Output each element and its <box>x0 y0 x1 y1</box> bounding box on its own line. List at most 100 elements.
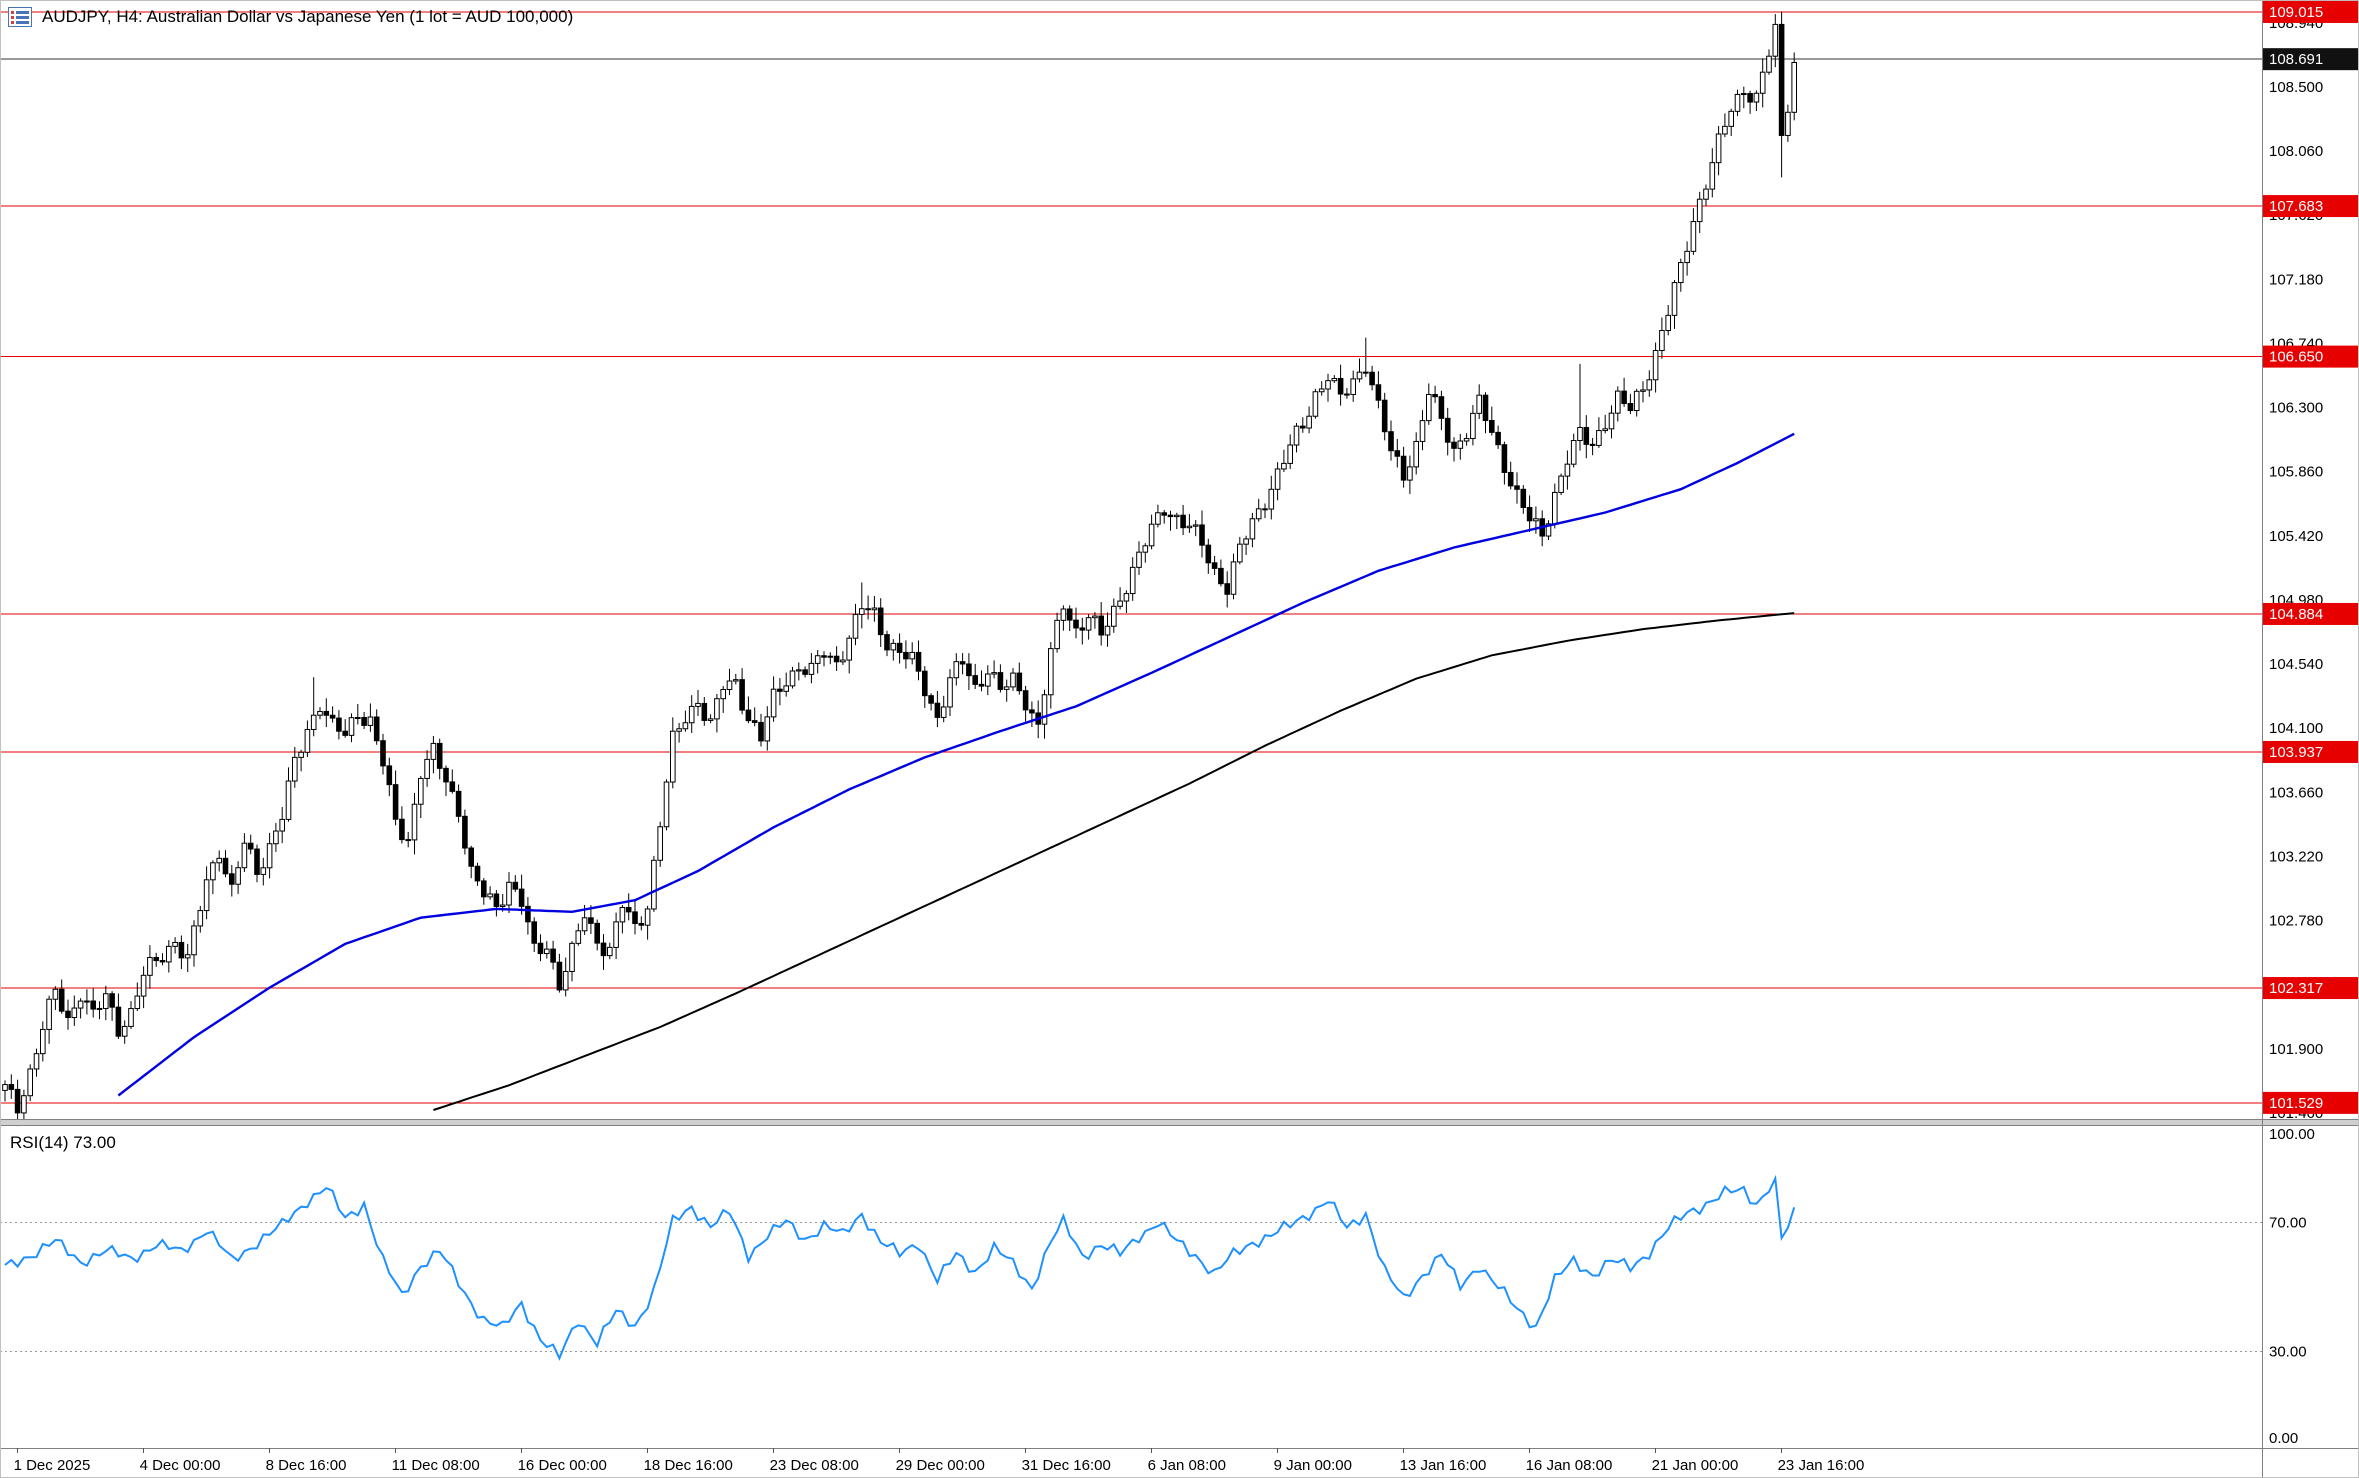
rsi-scale-label: 70.00 <box>2269 1215 2307 1232</box>
candle-body-bullish <box>1703 188 1709 200</box>
candle-body-bearish <box>758 721 764 742</box>
candle-body-bullish <box>1659 330 1665 351</box>
candle-body-bullish <box>1237 543 1243 563</box>
time-label: 18 Dec 16:00 <box>644 1457 733 1474</box>
candle-body-bearish <box>90 1000 97 1010</box>
candle-body-bullish <box>1104 625 1111 636</box>
candle-body-bullish <box>1117 600 1123 607</box>
candle-body-bullish <box>2 1084 8 1091</box>
candle-body-bullish <box>670 730 676 783</box>
candle-body-bullish <box>1715 133 1722 164</box>
candle-body-bullish <box>1312 391 1319 417</box>
candle-body-bullish <box>619 907 626 923</box>
candle-body-bearish <box>903 651 909 660</box>
candle-body-bearish <box>405 839 411 842</box>
candle-body-bearish <box>1098 615 1105 636</box>
candle-body-bearish <box>247 842 254 850</box>
candle-body-bullish <box>1545 523 1552 537</box>
candle-body-bullish <box>789 670 796 687</box>
candle-body-bullish <box>279 818 285 832</box>
rsi-scale-label: 30.00 <box>2269 1343 2307 1360</box>
candle-body-bearish <box>481 880 487 898</box>
candle-body-bearish <box>336 717 342 732</box>
candle-body-bullish <box>663 781 670 828</box>
level-price-badge-bg <box>2263 1091 2358 1114</box>
candle-body-bearish <box>229 873 235 885</box>
candle-body-bullish <box>147 957 153 976</box>
candle-body-bullish <box>1243 538 1249 545</box>
candle-body-bullish <box>1085 617 1092 631</box>
level-price-badge-bg <box>2263 977 2358 1000</box>
candle-body-bullish <box>292 756 298 782</box>
candle-body-bearish <box>978 683 985 687</box>
bid-price-badge: 108.691 <box>2263 48 2358 71</box>
candle-body-bullish <box>1596 430 1602 446</box>
candle-body-bearish <box>525 905 531 923</box>
candle-body-bullish <box>1325 380 1331 390</box>
candle-body-bullish <box>1092 615 1098 619</box>
level-price-badge-bg <box>2263 195 2358 218</box>
candle-body-bearish <box>922 670 928 697</box>
candle-body-bearish <box>1400 455 1407 481</box>
candle-body-bullish <box>1696 198 1703 223</box>
candle-body-bullish <box>909 651 916 660</box>
candle-body-bullish <box>285 780 292 820</box>
level-price-badge-bg <box>2263 740 2358 763</box>
candle-body-bearish <box>109 993 115 1008</box>
price-tick-label: 104.100 <box>2269 720 2323 737</box>
candle-body-bearish <box>1073 619 1079 629</box>
candle-body-bullish <box>783 685 790 692</box>
candle-body-bullish <box>1054 619 1060 650</box>
candle-body-bullish <box>1665 314 1672 332</box>
time-label: 16 Dec 00:00 <box>518 1457 607 1474</box>
candle-body-bullish <box>1407 466 1413 481</box>
candle-body-bullish <box>33 1053 40 1070</box>
candle-body-bearish <box>468 847 474 867</box>
candle-body-bullish <box>991 672 997 675</box>
candle-body-bearish <box>1224 583 1231 595</box>
candle-body-bullish <box>46 998 52 1030</box>
candle-body-bullish <box>1123 593 1130 602</box>
time-label: 23 Dec 08:00 <box>770 1457 859 1474</box>
candle-body-bearish <box>115 1006 122 1037</box>
rsi-pane[interactable] <box>0 1126 2262 1448</box>
main-chart-pane[interactable] <box>0 0 2262 1119</box>
candle-body-bullish <box>197 910 204 927</box>
candle-body-bullish <box>1652 349 1659 381</box>
candle-body-bullish <box>985 673 991 687</box>
candle-body-bullish <box>418 777 424 805</box>
panel-separator[interactable] <box>0 1119 2359 1126</box>
slow-ma-line <box>433 612 1795 1111</box>
candle-body-bullish <box>1772 23 1779 57</box>
candle-body-bullish <box>191 925 197 956</box>
candle-body-bearish <box>493 893 500 907</box>
candle-body-bullish <box>1728 110 1735 127</box>
level-price-badge-bg <box>2263 0 2358 23</box>
candle-body-bullish <box>134 995 141 1010</box>
candle-body-bearish <box>972 675 979 685</box>
candle-body-bullish <box>1281 462 1287 470</box>
rsi-indicator-label: RSI(14) 73.00 <box>10 1133 116 1152</box>
candle-body-bullish <box>1129 566 1136 595</box>
candle-body-bearish <box>632 911 638 924</box>
candle-body-bullish <box>1293 425 1300 446</box>
candle-body-bullish <box>695 702 701 707</box>
candle-body-bullish <box>77 1000 84 1009</box>
candle-body-bullish <box>1684 250 1690 264</box>
candle-body-bearish <box>65 1010 71 1019</box>
candle-body-bullish <box>1356 371 1363 380</box>
candle-body-bullish <box>852 613 859 639</box>
candle-body-bullish <box>1785 111 1791 136</box>
rsi-scale-label: 100.00 <box>2269 1126 2315 1143</box>
candle-body-bearish <box>1501 444 1508 473</box>
candle-body-bullish <box>1350 378 1357 395</box>
candle-body-bullish <box>1010 672 1016 688</box>
candle-body-bullish <box>210 862 216 881</box>
level-price-badge: 103.937 <box>2263 740 2358 763</box>
candle-body-bullish <box>355 717 361 720</box>
candle-body-bullish <box>411 803 418 841</box>
candle-body-bullish <box>1766 55 1772 73</box>
price-tick-label: 105.420 <box>2269 528 2323 545</box>
time-label: 21 Jan 00:00 <box>1652 1457 1739 1474</box>
chart-title: AUDJPY, H4: Australian Dollar vs Japanes… <box>42 7 574 26</box>
